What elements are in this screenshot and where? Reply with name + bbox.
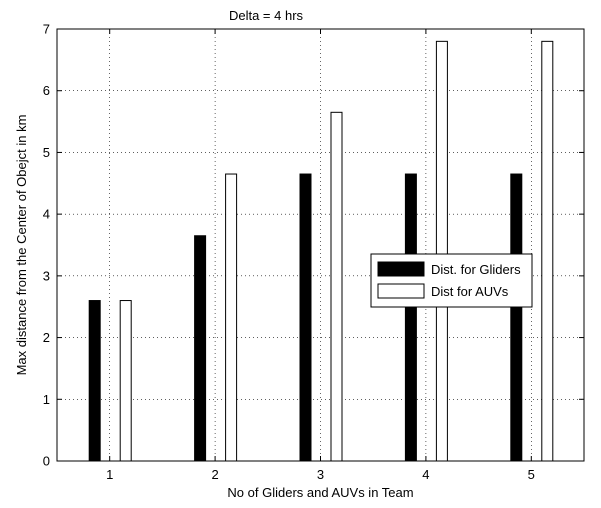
legend-label-auvs: Dist for AUVs — [431, 284, 509, 299]
bar-gliders — [194, 235, 207, 462]
x-tick-label: 3 — [317, 467, 324, 482]
y-tick-label: 5 — [43, 145, 50, 160]
y-axis-label: Max distance from the Center of Obejct i… — [14, 115, 29, 376]
bars — [88, 40, 554, 462]
bar-auvs — [330, 111, 343, 462]
bar-gliders — [88, 300, 101, 462]
grid-lines — [57, 29, 584, 461]
y-tick-label: 0 — [43, 454, 50, 469]
y-tick-label: 1 — [43, 392, 50, 407]
bar-gliders — [510, 173, 523, 462]
legend: Dist. for Gliders Dist for AUVs — [370, 253, 533, 308]
y-tick-label: 2 — [43, 330, 50, 345]
ticks: 0 1 2 3 4 5 6 7 1 2 3 4 5 — [43, 22, 584, 482]
y-tick-label: 4 — [43, 207, 50, 222]
x-tick-label: 5 — [528, 467, 535, 482]
bar-auvs — [435, 40, 448, 462]
bar-gliders — [299, 173, 312, 462]
bar-gliders — [404, 173, 417, 462]
x-axis-label: No of Gliders and AUVs in Team — [227, 485, 413, 500]
x-tick-label: 2 — [211, 467, 218, 482]
bar-auvs — [119, 300, 132, 462]
bar-auvs — [225, 173, 238, 462]
legend-swatch-auvs — [377, 283, 425, 299]
y-tick-label: 6 — [43, 83, 50, 98]
x-tick-label: 4 — [422, 467, 429, 482]
y-tick-label: 7 — [43, 22, 50, 37]
chart-title: Delta = 4 hrs — [229, 8, 304, 23]
legend-swatch-gliders — [377, 261, 425, 277]
legend-label-gliders: Dist. for Gliders — [431, 262, 521, 277]
bar-auvs — [541, 40, 554, 462]
y-tick-label: 3 — [43, 268, 50, 283]
x-tick-label: 1 — [106, 467, 113, 482]
